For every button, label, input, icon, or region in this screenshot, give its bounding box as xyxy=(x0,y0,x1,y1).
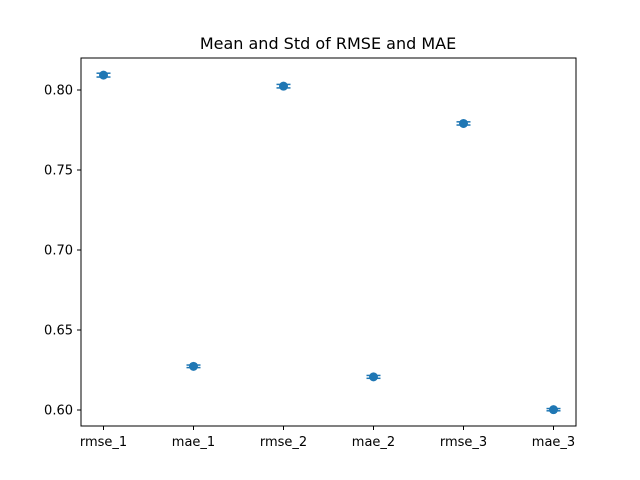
data-point-mae_3 xyxy=(546,405,561,415)
mean-marker xyxy=(189,361,198,371)
y-axis: 0.60 0.65 0.70 0.75 0.80 xyxy=(44,84,81,419)
y-tick-label: 0.70 xyxy=(44,244,73,259)
y-tick-label: 0.60 xyxy=(44,404,73,419)
x-tick-label: mae_2 xyxy=(352,435,395,450)
y-tick-label: 0.75 xyxy=(44,164,73,179)
data-points xyxy=(96,70,561,415)
mean-marker xyxy=(279,81,288,91)
mean-marker xyxy=(459,118,468,128)
y-tick-label: 0.80 xyxy=(44,84,73,99)
chart-title: Mean and Std of RMSE and MAE xyxy=(200,34,456,53)
data-point-mae_2 xyxy=(366,372,381,382)
x-tick-label: rmse_1 xyxy=(80,435,127,450)
x-tick-label: rmse_2 xyxy=(260,435,307,450)
y-tick-label: 0.65 xyxy=(44,324,73,339)
mean-marker xyxy=(369,372,378,382)
mean-marker xyxy=(99,70,108,80)
data-point-rmse_2 xyxy=(276,81,291,91)
x-tick-label: rmse_3 xyxy=(440,435,487,450)
mean-marker xyxy=(549,405,558,415)
x-tick-label: mae_3 xyxy=(532,435,575,450)
data-point-rmse_1 xyxy=(96,70,111,80)
x-tick-label: mae_1 xyxy=(172,435,215,450)
x-axis: rmse_1 mae_1 rmse_2 mae_2 rmse_3 mae_3 xyxy=(80,426,575,450)
data-point-mae_1 xyxy=(186,361,201,371)
data-point-rmse_3 xyxy=(456,118,471,128)
plot-area-frame xyxy=(80,57,577,427)
